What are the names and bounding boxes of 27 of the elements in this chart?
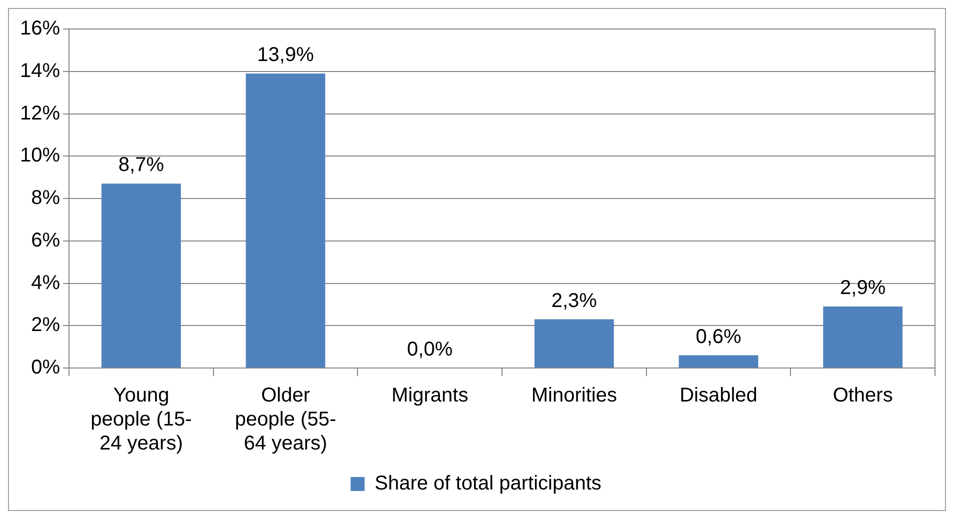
data-label: 0,0%: [407, 338, 453, 361]
y-tick-label: 4%: [31, 272, 60, 294]
bar: [246, 73, 326, 368]
x-tick-label: Older people (55-64 years): [234, 384, 336, 455]
y-tick-label: 2%: [31, 314, 60, 336]
x-tick-label: Migrants: [392, 384, 468, 407]
data-label: 0,6%: [696, 326, 742, 348]
data-label: 2,3%: [551, 290, 598, 312]
x-tick-label: Young people (15-24 years): [90, 384, 192, 455]
x-tick-label: Disabled: [680, 384, 758, 407]
y-tick-label: 6%: [31, 229, 60, 252]
y-tick-label: 8%: [31, 187, 60, 210]
y-tick-label: 10%: [20, 144, 60, 167]
bar: [678, 355, 758, 368]
data-label: 2,9%: [840, 277, 886, 300]
x-tick-label: Minorities: [531, 384, 617, 407]
bar: [102, 184, 181, 368]
y-tick-label: 12%: [20, 102, 60, 124]
data-label: 13,9%: [257, 44, 314, 66]
y-tick-label: 14%: [20, 60, 60, 82]
bar: [534, 319, 614, 368]
data-label: 8,7%: [118, 154, 164, 176]
x-tick-label: Others: [832, 384, 893, 407]
y-tick-label: 0%: [31, 356, 60, 379]
legend-label: Share of total participants: [374, 472, 602, 495]
y-tick-label: 16%: [20, 18, 60, 40]
bar: [823, 306, 903, 368]
